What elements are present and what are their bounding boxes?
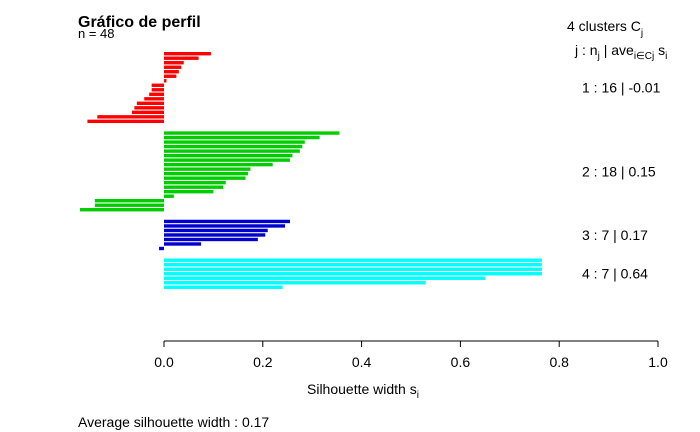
- silhouette-bar-cluster-3: [164, 224, 286, 228]
- colhead-s-sub: i: [665, 51, 667, 62]
- silhouette-bar-cluster-1: [134, 106, 164, 110]
- silhouette-bar-cluster-1: [164, 52, 211, 56]
- silhouette-bar-cluster-2: [164, 180, 226, 185]
- silhouette-bar-cluster-2: [164, 162, 273, 167]
- silhouette-bar-cluster-1: [136, 101, 164, 106]
- colhead-s: s: [654, 42, 665, 58]
- clusters-header: 4 clusters Cj: [567, 18, 643, 39]
- silhouette-bar-cluster-2: [164, 171, 248, 176]
- silhouette-bar-cluster-2: [164, 185, 224, 189]
- silhouette-bar-cluster-2: [164, 176, 246, 180]
- x-axis: 0.0 0.2 0.4 0.6 0.8 1.0: [154, 340, 668, 370]
- x-tick-label: 0.4: [352, 354, 372, 370]
- silhouette-bar-cluster-4: [164, 276, 486, 280]
- silhouette-bar-cluster-4: [164, 258, 542, 262]
- silhouette-bar-cluster-4: [164, 272, 542, 276]
- silhouette-bar-cluster-3: [164, 233, 266, 237]
- silhouette-bar-cluster-3: [164, 228, 268, 233]
- x-tick-label: 0.6: [451, 354, 471, 370]
- silhouette-bar-cluster-2: [164, 194, 174, 198]
- silhouette-bar-cluster-1: [164, 74, 177, 78]
- clusters-header-text: 4 clusters C: [567, 18, 641, 34]
- silhouette-bar-cluster-2: [164, 140, 305, 144]
- silhouette-bar-cluster-2: [94, 199, 164, 203]
- x-axis-label-text: Silhouette width s: [307, 381, 417, 397]
- average-silhouette-label: Average silhouette width : 0.17: [78, 414, 269, 430]
- silhouette-bar-cluster-2: [164, 167, 251, 171]
- silhouette-bar-cluster-2: [164, 149, 300, 153]
- x-tick-label: 1.0: [648, 354, 668, 370]
- silhouette-bar-cluster-2: [164, 153, 293, 158]
- colhead-ave: | ave: [600, 42, 634, 58]
- x-tick-label: 0.0: [154, 354, 174, 370]
- silhouette-bar-cluster-2: [164, 158, 290, 162]
- silhouette-bar-cluster-2: [164, 144, 303, 149]
- silhouette-bar-cluster-2: [94, 203, 164, 207]
- silhouette-bar-cluster-3: [164, 237, 258, 242]
- x-tick-label: 0.8: [549, 354, 569, 370]
- x-axis-label: Silhouette width si: [307, 381, 419, 401]
- silhouette-bar-cluster-1: [164, 56, 199, 60]
- chart-title: Gráfico de perfil: [78, 14, 201, 31]
- colhead-j-sub: j: [597, 51, 600, 62]
- silhouette-bar-cluster-2: [164, 135, 320, 140]
- silhouette-bar-cluster-1: [87, 119, 164, 124]
- x-tick-label: 0.2: [253, 354, 273, 370]
- cluster-labels-group: 1 : 16 | -0.01 2 : 18 | 0.15 3 : 7 | 0.17 4…: [582, 80, 661, 282]
- silhouette-bar-cluster-3: [159, 246, 164, 251]
- x-axis-label-sub: i: [417, 390, 419, 401]
- cluster-label-3: 3 : 7 | 0.17: [582, 227, 648, 243]
- silhouette-bar-cluster-1: [151, 83, 164, 87]
- colhead-j-nj: j : n: [574, 42, 598, 58]
- silhouette-bar-cluster-1: [164, 79, 167, 83]
- silhouette-bar-cluster-4: [164, 263, 542, 267]
- silhouette-bar-cluster-2: [80, 208, 164, 212]
- colhead-ave-sub: i∈Cj: [634, 51, 654, 62]
- silhouette-bar-cluster-1: [131, 110, 164, 115]
- silhouette-bar-cluster-4: [164, 267, 542, 271]
- silhouette-bar-cluster-1: [151, 88, 164, 92]
- cluster-label-2: 2 : 18 | 0.15: [582, 163, 656, 179]
- silhouette-bar-cluster-4: [164, 285, 283, 289]
- silhouette-bar-cluster-2: [164, 189, 214, 194]
- silhouette-bar-cluster-1: [149, 92, 164, 96]
- bars-group: [80, 52, 542, 289]
- silhouette-bar-cluster-4: [164, 281, 426, 285]
- column-header: j : nj | avei∈Cj si: [574, 42, 667, 62]
- cluster-label-1: 1 : 16 | -0.01: [582, 80, 661, 96]
- silhouette-bar-cluster-2: [164, 131, 340, 135]
- silhouette-bar-cluster-3: [164, 242, 202, 246]
- silhouette-bar-cluster-1: [164, 65, 182, 69]
- clusters-header-sub: j: [640, 28, 643, 39]
- silhouette-bar-cluster-1: [97, 115, 164, 119]
- n-label: n = 48: [78, 26, 115, 41]
- silhouette-bar-cluster-3: [164, 219, 290, 224]
- silhouette-bar-cluster-1: [164, 70, 179, 74]
- silhouette-bar-cluster-1: [164, 61, 184, 65]
- cluster-label-4: 4 : 7 | 0.64: [582, 266, 648, 282]
- silhouette-bar-cluster-1: [144, 97, 164, 101]
